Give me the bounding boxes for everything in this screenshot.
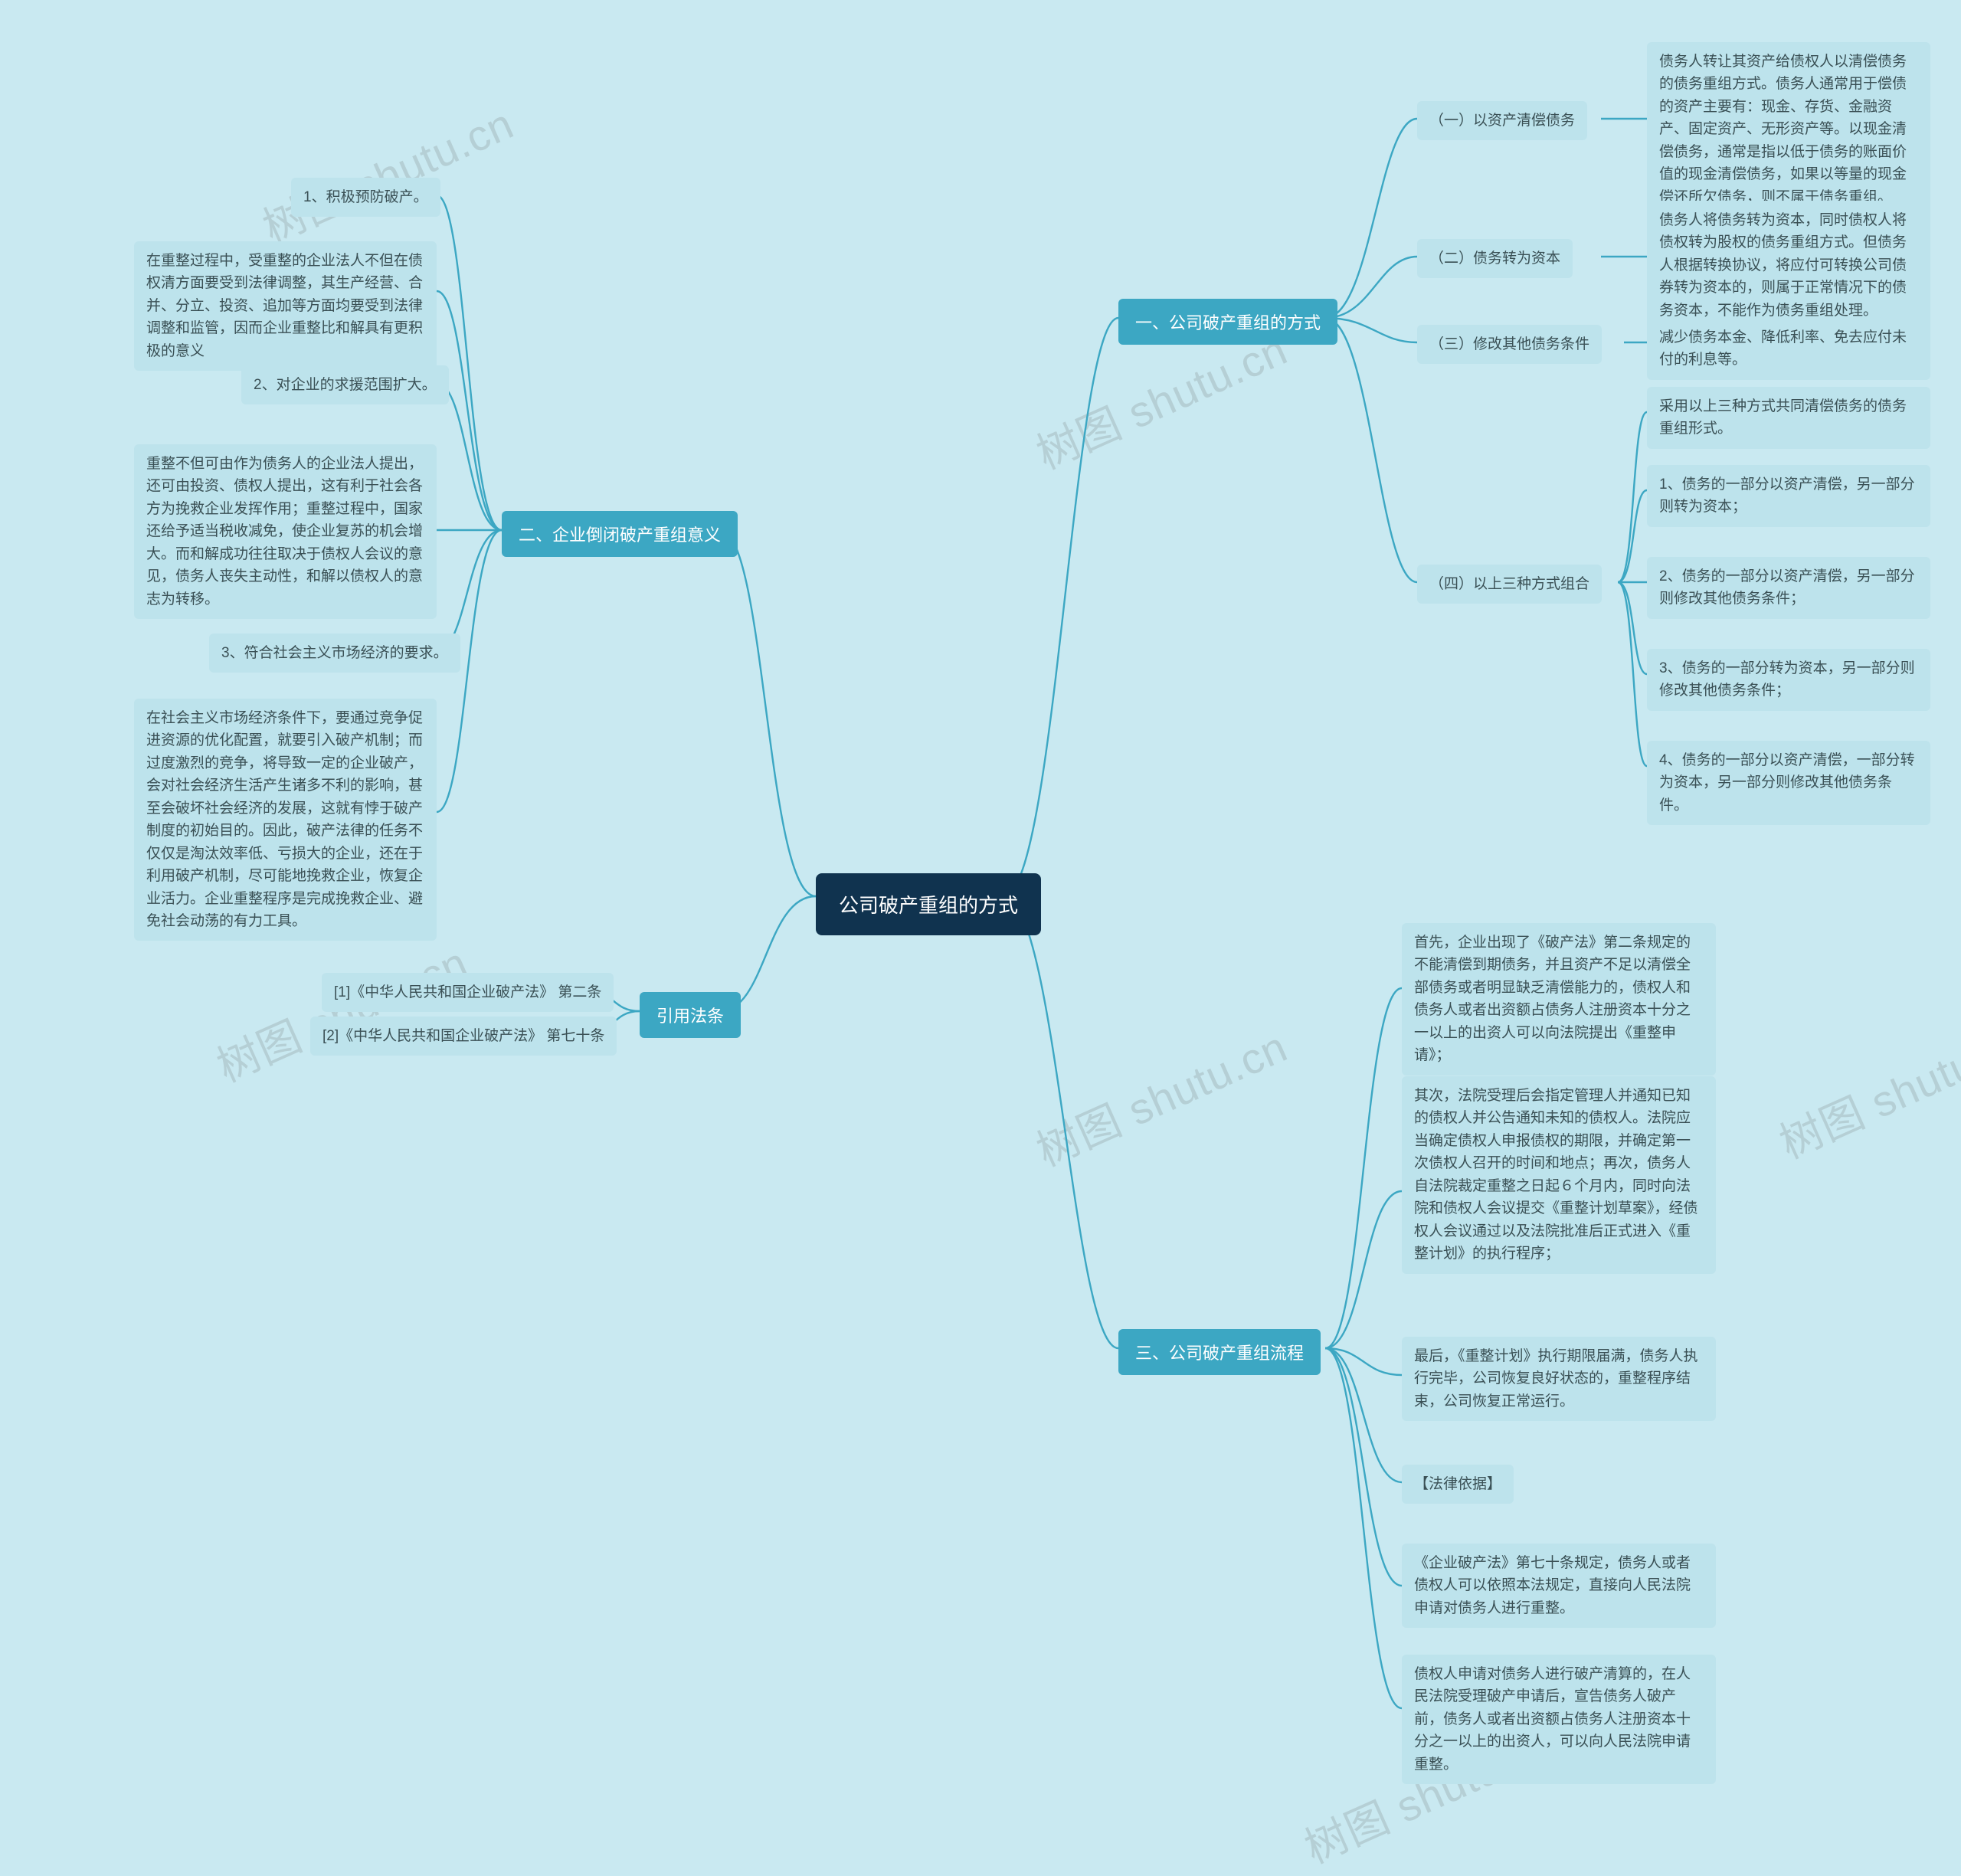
leaf-law-1: [2]《中华人民共和国企业破产法》 第七十条 (310, 1017, 617, 1056)
leaf-asset-repay-detail: 债务人转让其资产给债权人以清偿债务的债务重组方式。债务人通常用于偿债的资产主要有… (1647, 42, 1930, 217)
watermark: 树图 shutu.cn (1026, 1013, 1296, 1178)
watermark: 树图 shutu.cn (252, 90, 522, 255)
leaf-combo-d4: 4、债务的一部分以资产清偿，一部分转为资本，另一部分则修改其他债务条件。 (1647, 741, 1930, 825)
branch-two-significance: 二、企业倒闭破产重组意义 (502, 511, 738, 557)
leaf-asset-repay: （一）以资产清偿债务 (1417, 101, 1587, 140)
leaf-process-1: 其次，法院受理后会指定管理人并通知已知的债权人并公告通知未知的债权人。法院应当确… (1402, 1076, 1716, 1274)
leaf-law-0: [1]《中华人民共和国企业破产法》 第二条 (322, 973, 614, 1012)
leaf-combination: （四）以上三种方式组合 (1417, 565, 1602, 604)
leaf-combo-d0: 采用以上三种方式共同清偿债务的债务重组形式。 (1647, 387, 1930, 449)
leaf-combo-d1: 1、债务的一部分以资产清偿，另一部分则转为资本； (1647, 465, 1930, 527)
leaf-sig-2: 2、对企业的求援范围扩大。 (241, 365, 449, 404)
leaf-sig-5: 在社会主义市场经济条件下，要通过竞争促进资源的优化配置，就要引入破产机制；而过度… (134, 699, 437, 941)
leaf-combo-d3: 3、债务的一部分转为资本，另一部分则修改其他债务条件； (1647, 649, 1930, 711)
leaf-debt-to-capital: （二）债务转为资本 (1417, 239, 1573, 278)
branch-cited-laws: 引用法条 (640, 992, 741, 1038)
leaf-debt-to-capital-detail: 债务人将债务转为资本，同时债权人将债权转为股权的债务重组方式。但债务人根据转换协… (1647, 201, 1930, 330)
leaf-sig-4: 3、符合社会主义市场经济的要求。 (209, 634, 460, 673)
leaf-process-2: 最后，《重整计划》执行期限届满，债务人执行完毕，公司恢复良好状态的，重整程序结束… (1402, 1337, 1716, 1421)
leaf-sig-1: 在重整过程中，受重整的企业法人不但在债权清方面要受到法律调整，其生产经营、合并、… (134, 241, 437, 371)
leaf-modify-terms-detail: 减少债务本金、降低利率、免去应付未付的利息等。 (1647, 318, 1930, 380)
leaf-process-5: 债权人申请对债务人进行破产清算的，在人民法院受理破产申请后，宣告债务人破产前，债… (1402, 1655, 1716, 1784)
watermark: 树图 shutu.cn (1769, 1005, 1961, 1170)
leaf-sig-0: 1、积极预防破产。 (291, 178, 440, 217)
branch-three-process: 三、公司破产重组流程 (1118, 1329, 1321, 1375)
leaf-process-0: 首先，企业出现了《破产法》第二条规定的不能清偿到期债务，并且资产不足以清偿全部债… (1402, 923, 1716, 1076)
leaf-process-3: 【法律依据】 (1402, 1465, 1514, 1504)
leaf-modify-terms: （三）修改其他债务条件 (1417, 325, 1602, 364)
leaf-combo-d2: 2、债务的一部分以资产清偿，另一部分则修改其他债务条件； (1647, 557, 1930, 619)
root-node: 公司破产重组的方式 (816, 873, 1041, 935)
branch-one-methods: 一、公司破产重组的方式 (1118, 299, 1337, 345)
leaf-sig-3: 重整不但可由作为债务人的企业法人提出，还可由投资、债权人提出，这有利于社会各方为… (134, 444, 437, 619)
leaf-process-4: 《企业破产法》第七十条规定，债务人或者债权人可以依照本法规定，直接向人民法院申请… (1402, 1544, 1716, 1628)
